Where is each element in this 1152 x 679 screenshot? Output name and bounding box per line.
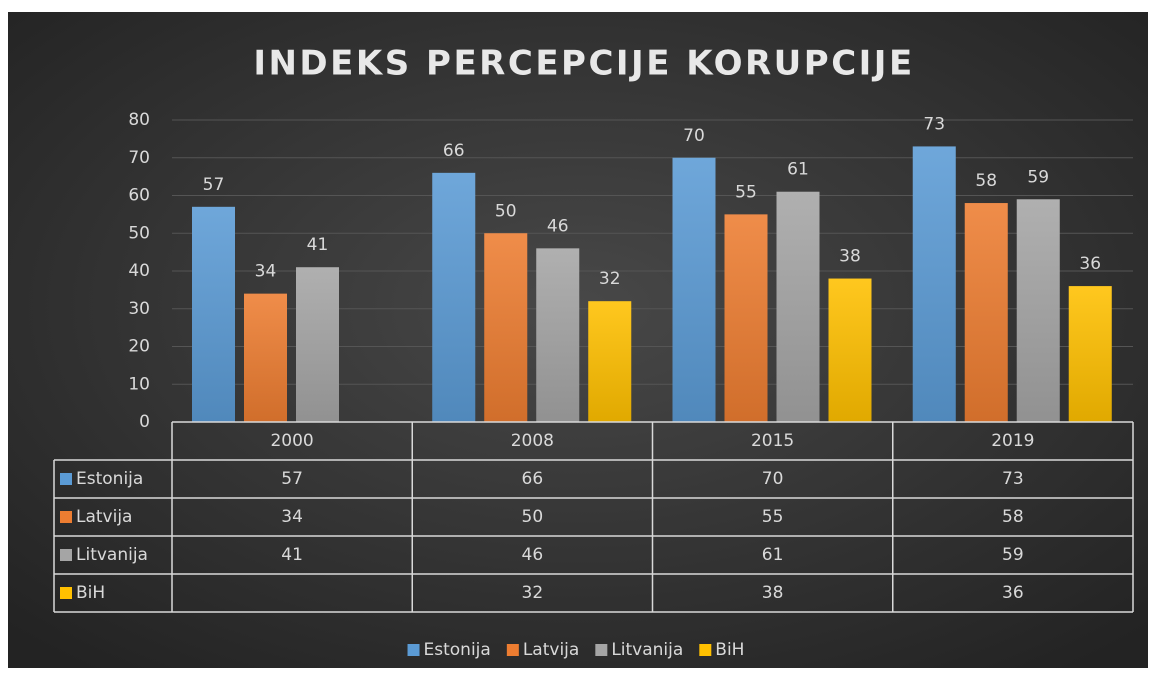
data-label: 58 xyxy=(975,171,997,191)
data-label: 55 xyxy=(735,182,757,202)
table-cell: 73 xyxy=(1002,469,1024,489)
data-label: 66 xyxy=(443,141,465,161)
data-label: 36 xyxy=(1079,254,1101,274)
y-tick-label: 10 xyxy=(128,374,150,394)
legend-label: Litvanija xyxy=(611,640,683,660)
table-cell: 59 xyxy=(1002,545,1024,565)
bar-shade xyxy=(432,172,476,422)
data-label: 34 xyxy=(255,262,277,282)
table-cell: 70 xyxy=(762,469,784,489)
bar-shade xyxy=(964,203,1008,422)
legend-key xyxy=(407,644,420,656)
table-row-label: Estonija xyxy=(76,469,143,489)
data-label: 32 xyxy=(599,269,621,289)
bar-shade xyxy=(672,157,716,422)
x-tick-label: 2000 xyxy=(270,431,313,451)
y-tick-label: 50 xyxy=(128,223,150,243)
bar-shade xyxy=(912,146,956,423)
bar-shade xyxy=(244,293,287,422)
bar-shade xyxy=(724,214,768,422)
legend-label: Latvija xyxy=(523,640,579,660)
table-cell: 36 xyxy=(1002,583,1024,603)
data-label: 46 xyxy=(547,216,569,236)
legend-key xyxy=(595,644,608,656)
table-cell: 61 xyxy=(762,545,784,565)
table-cell: 41 xyxy=(281,545,303,565)
table-cell: 58 xyxy=(1002,507,1024,527)
y-tick-label: 20 xyxy=(128,337,150,357)
data-label: 41 xyxy=(307,235,329,255)
y-tick-label: 60 xyxy=(128,186,150,206)
x-tick-label: 2008 xyxy=(511,431,554,451)
table-legend-key xyxy=(60,511,72,523)
table-cell: 38 xyxy=(762,583,784,603)
bar-shade xyxy=(828,278,872,422)
bar-shade xyxy=(296,267,339,422)
bar-shade xyxy=(588,301,632,422)
table-cell: 57 xyxy=(281,469,303,489)
legend-label: BiH xyxy=(715,640,744,660)
table-cell: 66 xyxy=(522,469,544,489)
data-label: 57 xyxy=(203,175,225,195)
data-label: 50 xyxy=(495,201,517,221)
table-legend-key xyxy=(60,549,72,561)
y-tick-label: 40 xyxy=(128,261,150,281)
data-label: 70 xyxy=(683,126,705,146)
x-tick-label: 2015 xyxy=(751,431,794,451)
table-cell: 50 xyxy=(522,507,544,527)
y-tick-label: 0 xyxy=(139,412,150,432)
data-label: 59 xyxy=(1027,167,1049,187)
table-cell: 46 xyxy=(522,545,544,565)
bar-shade xyxy=(484,233,528,422)
y-tick-label: 30 xyxy=(128,299,150,319)
legend-label: Estonija xyxy=(424,640,491,660)
bar-shade xyxy=(1016,199,1060,422)
x-tick-label: 2019 xyxy=(991,431,1034,451)
table-row-label: BiH xyxy=(76,583,105,603)
bar-shade xyxy=(192,206,235,422)
table-cell: 34 xyxy=(281,507,303,527)
table-legend-key xyxy=(60,587,72,599)
table-row-label: Litvanija xyxy=(76,545,148,565)
data-label: 73 xyxy=(923,114,945,134)
table-cell: 32 xyxy=(522,583,544,603)
table-row-label: Latvija xyxy=(76,507,132,527)
legend-key xyxy=(506,644,519,656)
data-label: 38 xyxy=(839,247,861,267)
y-tick-label: 70 xyxy=(128,148,150,168)
bar-shade xyxy=(1068,286,1112,422)
table-cell: 55 xyxy=(762,507,784,527)
chart-title: INDEKS PERCEPCIJE KORUPCIJE xyxy=(253,44,914,84)
data-label: 61 xyxy=(787,160,809,180)
y-tick-label: 80 xyxy=(128,110,150,130)
bar-shade xyxy=(536,248,580,422)
table-legend-key xyxy=(60,473,72,485)
legend-key xyxy=(699,644,712,656)
bar-shade xyxy=(776,191,820,422)
